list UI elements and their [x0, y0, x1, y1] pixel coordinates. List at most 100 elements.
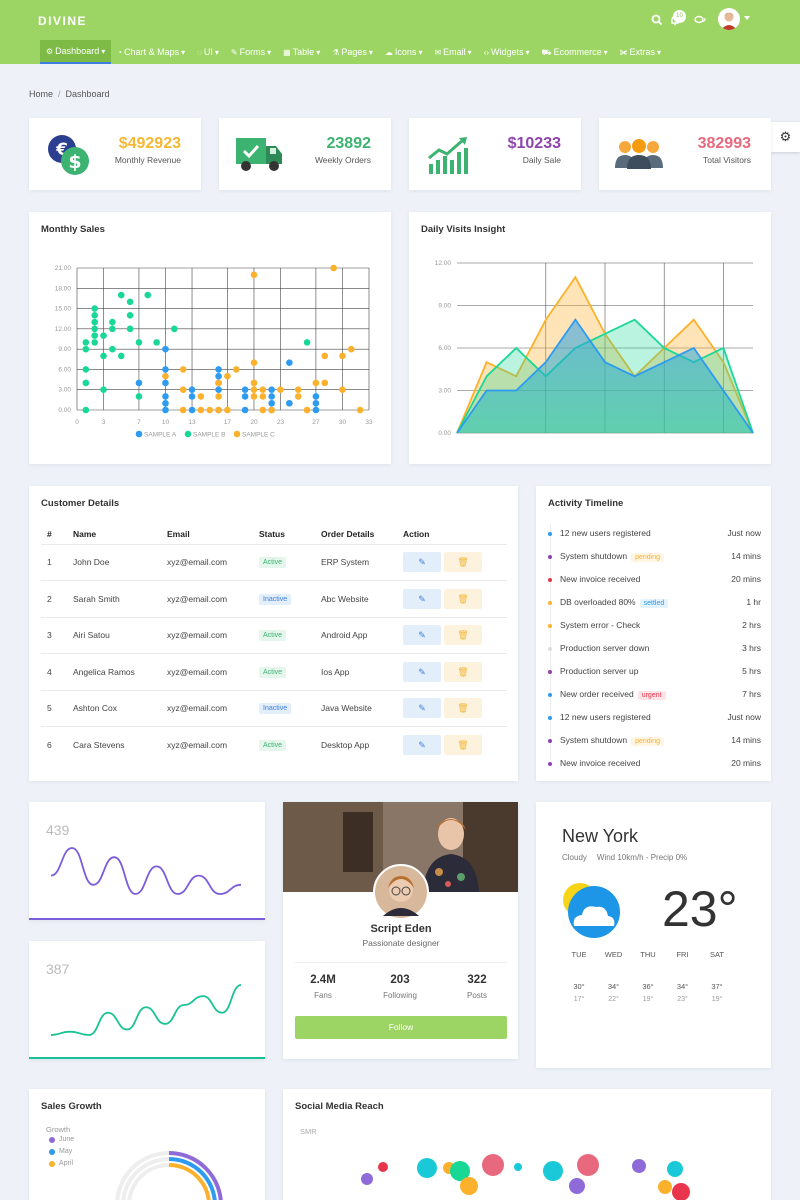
y-tick-label: 0.00 — [438, 430, 451, 437]
forecast-low: 22° — [608, 996, 619, 1003]
card-title: Daily Visits Insight — [421, 224, 506, 235]
delete-button[interactable]: 🗑 — [444, 552, 482, 573]
scatter-point — [215, 393, 222, 400]
nav-item-email[interactable]: ✉ Email ▾ — [428, 40, 477, 64]
money-icon: €$ — [48, 135, 89, 175]
scatter-point — [91, 305, 98, 312]
profile-card: Script Eden Passionate designer 2.4M Fans… — [283, 802, 518, 1059]
x-tick-label: 33 — [365, 419, 373, 426]
scatter-point — [232, 366, 240, 373]
y-tick-label: 21.00 — [55, 265, 72, 272]
delete-button[interactable]: 🗑 — [444, 625, 482, 646]
chat-icon[interactable] — [693, 13, 707, 27]
nav-item-widgets[interactable]: ‹› Widgets ▾ — [478, 40, 536, 64]
legend-label: April — [59, 1160, 74, 1167]
customer-name: Ashton Cox — [67, 689, 161, 727]
bubble — [482, 1154, 504, 1176]
edit-button[interactable]: ✎ — [403, 625, 441, 646]
nav-item-table[interactable]: ▦ Table ▾ — [277, 40, 326, 64]
scatter-point — [206, 406, 214, 414]
x-tick-label: 30 — [339, 419, 347, 426]
legend-label: SAMPLE A — [144, 432, 177, 439]
forecast-day: THU — [640, 950, 656, 959]
bubble — [667, 1161, 683, 1177]
status-cell: Active — [253, 616, 315, 654]
status-badge: Active — [259, 740, 287, 751]
nav-item-ui[interactable]: ◌ UI ▾ — [191, 40, 225, 64]
timeline-text: System shutdown pending — [560, 551, 665, 562]
edit-button[interactable]: ✎ — [403, 698, 441, 719]
nav-item-pages[interactable]: ⚗ Pages ▾ — [326, 40, 379, 64]
edit-button[interactable]: ✎ — [403, 552, 441, 573]
area-line — [456, 318, 754, 434]
scatter-point — [162, 366, 169, 373]
row-number: 4 — [41, 653, 67, 690]
edit-button[interactable]: ✎ — [403, 588, 441, 609]
timeline-dot — [548, 578, 552, 582]
scatter-point — [250, 379, 258, 387]
status-badge: Inactive — [259, 593, 292, 605]
timeline-dot — [548, 647, 552, 651]
area-line — [456, 318, 754, 434]
nav-item-dashboard[interactable]: ⚙ Dashboard ▾ — [40, 40, 112, 64]
timeline-item: System shutdown pending 14 mins — [548, 551, 761, 565]
growth-chart-icon — [428, 137, 468, 174]
daily-visits-area-chart: 0.00 3.00 6.00 9.00 12.00 — [435, 260, 754, 437]
forecast-day: SAT — [709, 950, 725, 959]
order-details: Android App — [315, 616, 397, 654]
scatter-point — [294, 386, 302, 394]
status-badge: Active — [259, 666, 287, 678]
customer-name: John Doe — [67, 543, 161, 581]
nav-label: Email — [443, 46, 466, 57]
edit-button[interactable]: ✎ — [403, 735, 441, 755]
delete-button[interactable]: 🗑 — [444, 661, 482, 682]
delete-button[interactable]: 🗑 — [444, 588, 482, 609]
delete-button[interactable]: 🗑 — [444, 698, 482, 719]
nav-item-extras[interactable]: ✀ Extras ▾ — [614, 40, 667, 64]
app-logo[interactable]: DIVINE — [38, 14, 88, 28]
scatter-point — [250, 386, 258, 394]
bubble — [577, 1154, 599, 1176]
legend-swatch — [135, 430, 143, 438]
column-header: # — [47, 528, 52, 539]
nav-item-forms[interactable]: ✎ Forms ▾ — [225, 40, 277, 64]
scatter-point — [197, 406, 205, 414]
delete-button[interactable]: 🗑 — [444, 735, 482, 755]
scatter-point — [339, 352, 346, 360]
customer-name: Airi Satou — [67, 616, 161, 654]
timeline-text: 12 new users registered — [560, 528, 651, 538]
search-icon[interactable] — [650, 13, 664, 27]
scatter-point — [224, 372, 231, 380]
timeline-time: Just now — [727, 712, 761, 722]
chevron-down-icon: ▾ — [657, 47, 662, 57]
scatter-point — [286, 399, 293, 407]
user-avatar[interactable] — [718, 8, 740, 30]
nav-label: Widgets — [491, 46, 524, 57]
forecast-low: 17° — [573, 996, 585, 1003]
nav-label: Icons — [394, 46, 417, 57]
nav-item-ecommerce[interactable]: ⛟ Ecommerce ▾ — [536, 40, 614, 64]
nav-item-chart-maps[interactable]: ◔ Chart & Maps ▾ — [111, 40, 191, 64]
gears-icon: ⚙ — [46, 46, 54, 56]
scatter-point — [126, 325, 134, 333]
user-menu-caret[interactable] — [744, 16, 750, 20]
timeline-label: System shutdown — [560, 551, 628, 561]
weather-condition-line: Cloudy Wind 10km/h - Precip 0% — [562, 853, 687, 862]
timeline-badge: urgent — [637, 691, 666, 700]
status-cell: Active — [253, 543, 315, 581]
bubble — [460, 1177, 478, 1195]
scatter-point — [339, 386, 346, 394]
forecast-high: 30° — [573, 982, 585, 991]
scatter-point — [126, 312, 134, 319]
nav-item-icons[interactable]: ☁ Icons ▾ — [379, 40, 429, 64]
y-tick-label: 6.00 — [438, 345, 451, 352]
order-details: Ios App — [315, 653, 397, 690]
table-row: 1 John Doe xyz@email.com Active ERP System ✎ 🗑 — [41, 543, 507, 581]
breadcrumb-home[interactable]: Home — [29, 89, 54, 99]
circle-icon: ◌ — [197, 47, 202, 57]
settings-gear-icon[interactable]: ⚙ — [771, 122, 800, 152]
edit-button[interactable]: ✎ — [403, 661, 441, 682]
action-cell: ✎ 🗑 — [397, 543, 507, 581]
stat-label: Daily Sale — [522, 155, 561, 165]
follow-button[interactable]: Follow — [295, 1016, 507, 1039]
